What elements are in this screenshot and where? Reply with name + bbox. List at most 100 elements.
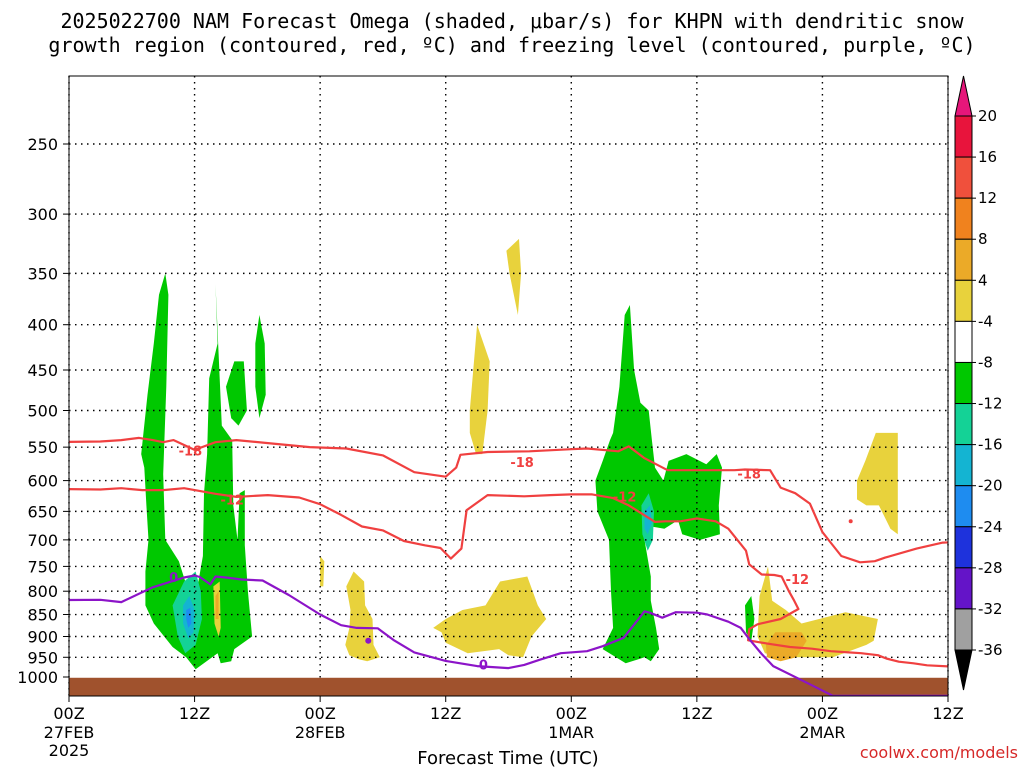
contour--18: [69, 436, 948, 564]
colorbar-label-2: 12: [978, 189, 997, 207]
y-axis: 250 300 350 400 450 500 550 600 650 700 750 800 850 9…: [17, 135, 69, 687]
y-tick-label-550: 550: [27, 438, 58, 457]
marker-dots: [365, 519, 853, 644]
colorbar-label-0: 20: [978, 107, 997, 125]
y-tick-label-1000: 1000: [17, 668, 58, 687]
y-tick-label-700: 700: [27, 531, 58, 550]
y-tick-label-800: 800: [27, 582, 58, 601]
colorbar-label-4: 4: [978, 271, 988, 289]
omega-region-11: [215, 591, 219, 619]
colorbar-label-8: -16: [978, 436, 1003, 454]
y-tick-label-950: 950: [27, 648, 58, 667]
contour-label--12: -12: [220, 493, 244, 508]
y-tick-label-450: 450: [27, 361, 58, 380]
omega-region-0: [141, 273, 253, 670]
omega-region-19: [857, 432, 898, 535]
colorbar-label-1: 16: [978, 148, 997, 166]
contour-label-0-4: 0: [479, 658, 488, 673]
y-tick-label-900: 900: [27, 627, 58, 646]
y-tick-label-850: 850: [27, 606, 58, 625]
x-tick-label-0: 00Z: [53, 704, 84, 723]
colorbar-swatch-9: [954, 485, 973, 528]
x-axis-title: Forecast Time (UTC): [417, 748, 598, 768]
contour-label--12-2: -12: [613, 490, 637, 505]
omega-region-9: [186, 607, 192, 628]
omega-region-4: [745, 596, 755, 641]
colorbar-swatch-2: [954, 197, 973, 240]
contour-label--18-1: -18: [737, 467, 761, 482]
y-tick-label-350: 350: [27, 264, 58, 283]
omega-region-16: [506, 238, 522, 315]
x-tick-label-84: 12Z: [932, 704, 963, 723]
colorbar-swatch-13: [954, 608, 973, 651]
chart-title-line-2: growth region (contoured, red, ºC) and f…: [48, 33, 975, 57]
x-tick-label-72: 00Z: [807, 704, 838, 723]
x-tick-label2-0: 27FEB: [44, 723, 95, 742]
contour--12: [69, 487, 948, 668]
colorbar-swatch-6: [954, 361, 973, 405]
y-tick-label-750: 750: [27, 557, 58, 576]
contour-label--18-0: -18: [510, 456, 534, 471]
colorbar-swatch-1: [954, 156, 973, 199]
colorbar-label-6: -8: [978, 353, 993, 371]
x-tick-label-12: 12Z: [179, 704, 210, 723]
y-tick-label-300: 300: [27, 205, 58, 224]
contour-lines: [69, 436, 948, 696]
colorbar-swatch-5: [954, 320, 973, 363]
omega-region-13: [345, 571, 380, 662]
colorbar-label-9: -20: [978, 477, 1003, 495]
y-tick-label-500: 500: [27, 402, 58, 421]
omega-region-14: [433, 576, 547, 658]
plot-frame: [68, 75, 949, 697]
y-tick-label-650: 650: [27, 502, 58, 521]
y-tick-label-400: 400: [27, 316, 58, 335]
omega-region-12: [320, 556, 325, 587]
contour-labels: -18 -12 0 -18 -18 -12 -12 0: [169, 445, 810, 674]
colorbar-swatch-4: [954, 279, 973, 322]
omega-region-1: [226, 361, 247, 426]
omega-region-2: [255, 315, 266, 419]
x-tick-label-48: 00Z: [556, 704, 587, 723]
x-tick-label-36: 12Z: [430, 704, 461, 723]
colorbar-swatch-10: [954, 526, 973, 569]
colorbar-label-10: -24: [978, 518, 1003, 536]
y-tick-label-600: 600: [27, 472, 58, 491]
y-tick-label-250: 250: [27, 135, 58, 154]
colorbar-swatch-3: [954, 238, 973, 281]
colorbar-top-arrow: [954, 75, 973, 117]
contour-0: [69, 574, 948, 696]
contour-label--12-3: -12: [786, 573, 810, 588]
colorbar-swatch-0: [954, 115, 973, 158]
colorbar-swatch-8: [954, 444, 973, 487]
x-tick-label-60: 12Z: [681, 704, 712, 723]
colorbar-label-11: -28: [978, 559, 1003, 577]
colorbar-label-7: -12: [978, 395, 1003, 413]
colorbar-label-12: -32: [978, 600, 1003, 618]
colorbar-bottom-arrow: [954, 649, 973, 691]
omega-region-3: [595, 305, 722, 664]
x-tick-label2-48: 1MAR: [548, 723, 594, 742]
colorbar-label-3: 8: [978, 230, 988, 248]
marker-dot-0: [365, 637, 372, 644]
omega-shading: [141, 238, 898, 670]
omega-region-8: [644, 505, 652, 535]
colorbar-label-5: -4: [978, 312, 993, 330]
colorbar-swatch-11: [954, 567, 973, 610]
x-tick-label2-72: 2MAR: [799, 723, 845, 742]
terrain-band: [69, 677, 948, 696]
chart-title-line-1: 2025022700 NAM Forecast Omega (shaded, μ…: [60, 9, 964, 33]
x-tick-label3-0: 2025: [49, 741, 90, 760]
colorbar-label-13: -36: [978, 641, 1003, 659]
marker-dot-1: [848, 519, 853, 524]
colorbar: 20 16 12 8 4 -4 -8 -12 -16 -20 -24 -28 -32 -36: [954, 75, 1003, 691]
contour-label-0: 0: [169, 571, 178, 586]
omega-region-15: [469, 324, 490, 455]
credit-text: coolwx.com/models: [860, 743, 1018, 762]
contour-label--18: -18: [179, 445, 203, 460]
x-tick-label-24: 00Z: [304, 704, 335, 723]
x-tick-label2-24: 28FEB: [295, 723, 346, 742]
colorbar-swatch-7: [954, 403, 973, 446]
terrain-layer: [69, 677, 948, 696]
